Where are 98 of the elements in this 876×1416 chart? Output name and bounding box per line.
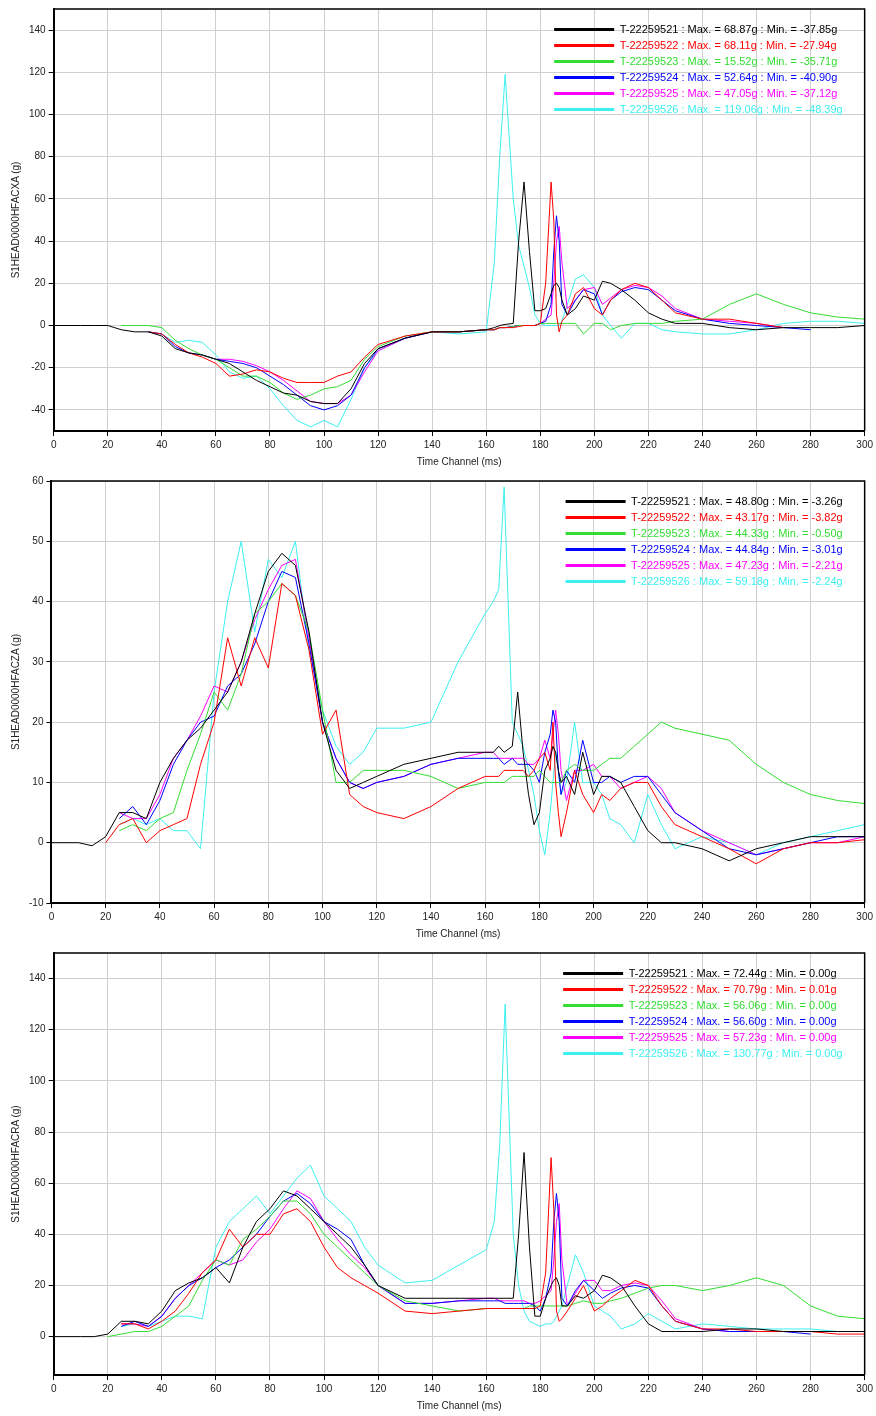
x-tick-label: 300 (856, 1382, 874, 1394)
x-tick-label: 80 (264, 1382, 276, 1394)
x-tick-label: 160 (476, 910, 494, 922)
y-tick-label: 60 (34, 1176, 47, 1188)
x-tick-label: 80 (262, 910, 275, 922)
text: T-22259523 : Max. = 56.06g : Min. = 0.00g (628, 998, 837, 1011)
y-tick-label: 100 (29, 108, 47, 120)
x-tick-label: 0 (50, 438, 57, 450)
text: T-22259522 : Max. = 68.11g : Min. = -27.94g (619, 38, 837, 51)
x-tick-label: 240 (694, 438, 712, 450)
x-tick-label: 180 (531, 1382, 550, 1394)
x-tick-label: 100 (315, 438, 333, 450)
text: T-22259521 : Max. = 68.87g : Min. = -37.85g (619, 22, 838, 35)
x-tick-label: 140 (423, 438, 441, 450)
text: T-22259526 : Max. = 59.18g : Min. = -2.24g (631, 574, 843, 587)
y-tick-label: 80 (34, 150, 47, 162)
y-tick-label: -10 (29, 896, 44, 908)
x-tick-label: 220 (640, 438, 658, 450)
x-tick-label: 80 (264, 438, 276, 450)
x-axis-title: Time Channel (ms) (415, 927, 501, 939)
y-tick-label: 50 (32, 535, 44, 547)
x-tick-label: 260 (748, 438, 766, 450)
x-tick-label: 40 (156, 438, 168, 450)
text: T-22259525 : Max. = 47.23g : Min. = -2.21g (631, 558, 843, 571)
y-tick-label: 120 (29, 1023, 47, 1035)
x-tick-label: 200 (585, 910, 603, 922)
y-tick-label: 20 (32, 715, 44, 727)
y-tick-label: 120 (29, 66, 47, 78)
text: T-22259523 : Max. = 44.33g : Min. = -0.50g (631, 526, 843, 539)
x-tick-label: 40 (154, 910, 166, 922)
text: T-22259522 : Max. = 70.79g : Min. = 0.01g (628, 982, 837, 995)
y-tick-label: 140 (29, 972, 47, 984)
text: T-22259524 : Max. = 52.64g : Min. = -40.90g (619, 70, 838, 83)
x-tick-label: 200 (585, 1382, 604, 1394)
x-tick-label: 0 (48, 910, 55, 922)
x-tick-label: 120 (369, 438, 387, 450)
y-tick-label: 40 (34, 234, 47, 246)
x-tick-label: 280 (802, 910, 820, 922)
text: T-22259521 : Max. = 72.44g : Min. = 0.00g (628, 966, 837, 979)
y-tick-label: 60 (32, 474, 44, 486)
y-tick-label: 0 (40, 319, 47, 331)
x-tick-label: 20 (102, 438, 114, 450)
x-axis-title: Time Channel (ms) (416, 455, 502, 467)
x-tick-label: 0 (50, 1382, 57, 1394)
y-tick-label: 60 (34, 192, 47, 204)
text: T-22259521 : Max. = 48.80g : Min. = -3.26g (631, 494, 843, 507)
x-tick-label: 260 (747, 910, 766, 922)
x-tick-label: 120 (368, 910, 386, 922)
y-axis-title: S1HEAD0000HFACRA (g) (9, 1105, 21, 1223)
x-tick-label: 300 (856, 910, 874, 922)
x-tick-label: 140 (422, 910, 440, 922)
y-tick-label: 40 (32, 595, 44, 607)
y-tick-label: -40 (31, 403, 47, 415)
x-tick-label: 280 (802, 438, 820, 450)
x-tick-label: 100 (314, 910, 332, 922)
text: T-22259522 : Max. = 43.17g : Min. = -3.82g (631, 510, 843, 523)
x-tick-label: 200 (585, 438, 604, 450)
y-tick-label: 20 (34, 277, 47, 289)
x-tick-label: 60 (210, 1382, 222, 1394)
y-tick-label: 100 (29, 1074, 47, 1086)
x-axis-title: Time Channel (ms) (416, 1399, 502, 1411)
x-tick-label: 20 (100, 910, 112, 922)
x-tick-label: 220 (640, 1382, 658, 1394)
text: T-22259525 : Max. = 57.23g : Min. = 0.00g (628, 1030, 837, 1043)
y-tick-label: 80 (34, 1125, 47, 1137)
x-tick-label: 140 (423, 1382, 441, 1394)
text: T-22259525 : Max. = 47.05g : Min. = -37.12g (619, 86, 838, 99)
y-tick-label: 30 (32, 655, 44, 667)
y-tick-label: 20 (34, 1279, 47, 1291)
x-tick-label: 20 (102, 1382, 114, 1394)
y-tick-label: 40 (34, 1228, 47, 1240)
text: T-22259526 : Max. = 119.06g : Min. = -48.39g (619, 102, 843, 115)
x-tick-label: 260 (748, 1382, 766, 1394)
text: T-22259523 : Max. = 15.52g : Min. = -35.71g (619, 54, 838, 67)
x-tick-label: 240 (694, 1382, 712, 1394)
x-tick-label: 40 (156, 1382, 168, 1394)
text: T-22259524 : Max. = 44.84g : Min. = -3.01g (631, 542, 843, 555)
y-tick-label: 10 (32, 776, 44, 788)
y-tick-label: 0 (40, 1330, 47, 1342)
y-axis-title: S1HEAD0000HFACXA (g) (9, 161, 21, 279)
y-tick-label: -20 (31, 361, 47, 373)
x-tick-label: 60 (210, 438, 222, 450)
x-tick-label: 280 (802, 1382, 820, 1394)
x-tick-label: 180 (531, 910, 549, 922)
x-tick-label: 300 (856, 438, 874, 450)
y-axis-title: S1HEAD0000HFACZA (g) (9, 633, 21, 751)
text: T-22259524 : Max. = 56.60g : Min. = 0.00g (628, 1014, 837, 1027)
y-tick-label: 140 (29, 23, 47, 35)
y-tick-label: 0 (37, 836, 44, 848)
x-tick-label: 240 (693, 910, 711, 922)
x-tick-label: 60 (208, 910, 221, 922)
x-tick-label: 220 (639, 910, 657, 922)
text: T-22259526 : Max. = 130.77g : Min. = 0.00g (628, 1046, 843, 1059)
x-tick-label: 160 (477, 438, 495, 450)
x-tick-label: 100 (315, 1382, 333, 1394)
x-tick-label: 120 (369, 1382, 387, 1394)
x-tick-label: 160 (477, 1382, 495, 1394)
x-tick-label: 180 (531, 438, 550, 450)
